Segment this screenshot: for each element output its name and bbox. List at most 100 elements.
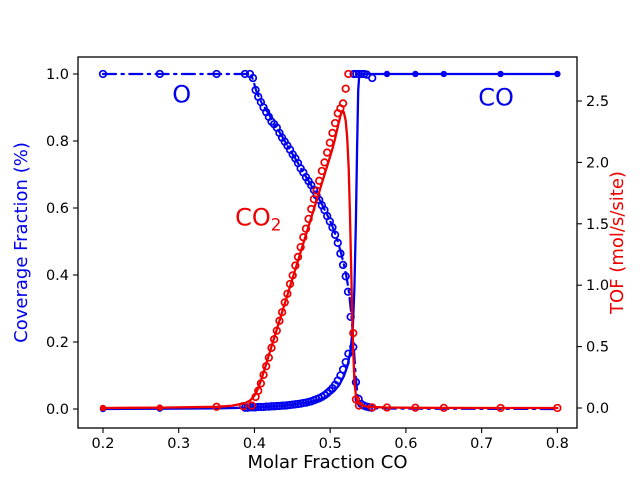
y-left-tick-label: 1.0 bbox=[46, 67, 69, 83]
series-co2-tof-sim-marker-open bbox=[411, 403, 420, 412]
series-co2-tof-sim-marker-open bbox=[254, 386, 263, 395]
series-co2-tof-sim-marker-open bbox=[299, 233, 308, 242]
series-co2-tof-line-marker-filled bbox=[99, 404, 107, 412]
series-co2-tof-sim-marker-open bbox=[323, 148, 332, 157]
series-co2-tof-sim-marker-open bbox=[341, 84, 350, 93]
series-co-coverage-sim-marker-open bbox=[267, 402, 276, 411]
series-co-coverage-sim-marker-open bbox=[368, 73, 377, 83]
series-co2-tof-sim-marker-open bbox=[238, 402, 248, 411]
x-tick-label: 0.7 bbox=[470, 436, 493, 452]
x-tick-label: 0.2 bbox=[91, 436, 114, 452]
series-o-coverage-sim-marker-open bbox=[330, 230, 340, 239]
x-tick-label: 0.6 bbox=[394, 436, 417, 452]
series-co2-tof-sim-marker-open bbox=[312, 186, 321, 195]
series-co-coverage-line-marker-filled bbox=[440, 70, 447, 78]
series-co2-tof-sim-marker-open bbox=[262, 362, 271, 371]
series-co-coverage-sim-marker-open bbox=[256, 402, 266, 412]
series-co-coverage-line-marker-filled bbox=[383, 70, 391, 78]
series-o-coverage-sim-marker-open bbox=[338, 260, 348, 270]
series-co2-tof-sim-marker-open bbox=[496, 403, 505, 413]
y-right-axis-label: TOF (mol/s/site) bbox=[607, 171, 628, 315]
plot-area-frame bbox=[77, 56, 578, 429]
series-co-coverage-sim-marker-open bbox=[262, 402, 271, 411]
series-co2-tof-sim-marker-open bbox=[280, 298, 289, 307]
series-o-coverage-sim-marker-open bbox=[346, 312, 355, 322]
series-co-coverage-sim-marker-open bbox=[357, 69, 366, 79]
series-co2-tof-sim-marker-open bbox=[272, 326, 281, 335]
series-co2-tof-sim-marker-open bbox=[296, 242, 305, 252]
label-o: O bbox=[172, 80, 191, 108]
series-co2-tof-sim-marker-open bbox=[293, 252, 303, 262]
series-co2-tof-sim-marker-open bbox=[382, 403, 392, 412]
series-co2-tof-sim-marker-open bbox=[269, 335, 279, 344]
x-tick-label: 0.8 bbox=[546, 436, 569, 452]
y-left-tick-label: 0.8 bbox=[46, 134, 69, 150]
series-co2-tof-sim-marker-open bbox=[553, 403, 562, 413]
series-co-coverage-line-marker-filled bbox=[497, 70, 504, 78]
series-co2-tof-sim-marker-open bbox=[288, 271, 297, 280]
series-co2-tof-sim-marker-open bbox=[354, 401, 364, 410]
y-right-tick-label: 1.5 bbox=[586, 217, 609, 233]
series-co-coverage-sim-marker-open bbox=[341, 357, 350, 367]
series-co2-tof-sim-marker-open bbox=[212, 402, 221, 411]
series-co2-tof-sim-marker-open bbox=[285, 279, 295, 289]
series-o-coverage-sim-marker-open bbox=[333, 238, 342, 247]
series-co2-tof-sim-marker-open bbox=[264, 353, 273, 362]
series-co-coverage-sim-marker-open bbox=[344, 349, 353, 358]
x-tick-label: 0.3 bbox=[167, 436, 190, 452]
y-right-tick-label: 1.0 bbox=[586, 278, 609, 294]
series-co2-tof-sim-marker-open bbox=[368, 403, 377, 412]
series-co-coverage-sim-marker-open bbox=[272, 401, 281, 411]
label-co: CO bbox=[478, 84, 514, 112]
x-tick-label: 0.5 bbox=[319, 436, 342, 452]
series-co2-tof-sim-marker-open bbox=[275, 316, 284, 325]
series-co2-tof-sim-marker-open bbox=[338, 99, 348, 108]
series-o-coverage-sim-marker-open bbox=[212, 69, 221, 79]
y-right-tick-label: 0.5 bbox=[586, 340, 609, 356]
series-co2-tof-sim-marker-open bbox=[304, 214, 313, 224]
series-co-coverage-line-marker-filled bbox=[412, 70, 419, 78]
series-co2-tof-sim-marker-open bbox=[291, 261, 300, 270]
y-left-tick-label: 0.0 bbox=[46, 402, 69, 418]
y-left-axis-label: Coverage Fraction (%) bbox=[11, 142, 32, 343]
series-o-coverage-sim-marker-open bbox=[251, 85, 260, 95]
series-co2-tof-sim-marker-open bbox=[325, 138, 334, 147]
series-co-coverage-sim-marker-open bbox=[277, 401, 287, 410]
series-co2-tof-sim-marker-open bbox=[349, 328, 358, 338]
y-right-tick-label: 2.0 bbox=[586, 155, 609, 171]
series-o-coverage-sim-marker-open bbox=[336, 249, 345, 258]
y-left-tick-label: 0.4 bbox=[46, 268, 69, 284]
y-left-tick-label: 0.2 bbox=[46, 335, 69, 351]
series-co2-tof-sim-marker-open bbox=[315, 176, 324, 185]
series-co-coverage-sim-marker-open bbox=[349, 69, 358, 79]
series-co2-tof-sim-marker-open bbox=[256, 379, 266, 388]
series-co-coverage-sim-marker-open bbox=[354, 69, 364, 79]
series-co2-tof-sim-marker-open bbox=[301, 224, 311, 233]
series-co2-tof-sim-marker-open bbox=[259, 370, 268, 379]
series-co2-tof-sim-marker-open bbox=[328, 128, 337, 138]
series-o-coverage-sim-marker-open bbox=[155, 69, 164, 79]
series-co2-tof-sim-marker-open bbox=[247, 401, 256, 410]
series-co-coverage-line-marker-filled bbox=[554, 70, 561, 78]
series-co2-tof-sim-marker-open bbox=[277, 308, 287, 317]
series-o-coverage-sim-marker-open bbox=[248, 73, 258, 83]
series-o-coverage-sim-marker-open bbox=[328, 223, 337, 232]
series-co2-tof-sim-marker-open bbox=[283, 289, 292, 298]
series-co2-tof-sim-marker-open bbox=[439, 403, 448, 413]
series-co-coverage-sim-marker-open bbox=[352, 69, 361, 79]
x-axis-label: Molar Fraction CO bbox=[247, 452, 407, 473]
series-co2-tof-sim-marker-open bbox=[309, 195, 319, 204]
y-right-tick-label: 2.5 bbox=[586, 94, 609, 110]
series-o-coverage-sim-marker-open bbox=[98, 69, 108, 79]
series-co2-tof-sim-marker-open bbox=[351, 395, 361, 404]
y-left-tick-label: 0.6 bbox=[46, 201, 69, 217]
series-co2-tof-sim-marker-open bbox=[307, 204, 316, 214]
series-co-coverage-sim-marker-open bbox=[338, 365, 348, 374]
series-co2-tof-sim-marker-open bbox=[344, 69, 353, 79]
series-o-coverage-sim-marker-open bbox=[341, 272, 350, 281]
series-co2-tof-line-marker-filled bbox=[156, 404, 163, 411]
series-o-coverage-sim-marker-open bbox=[240, 69, 250, 79]
series-co2-tof-sim-marker-open bbox=[267, 343, 276, 352]
